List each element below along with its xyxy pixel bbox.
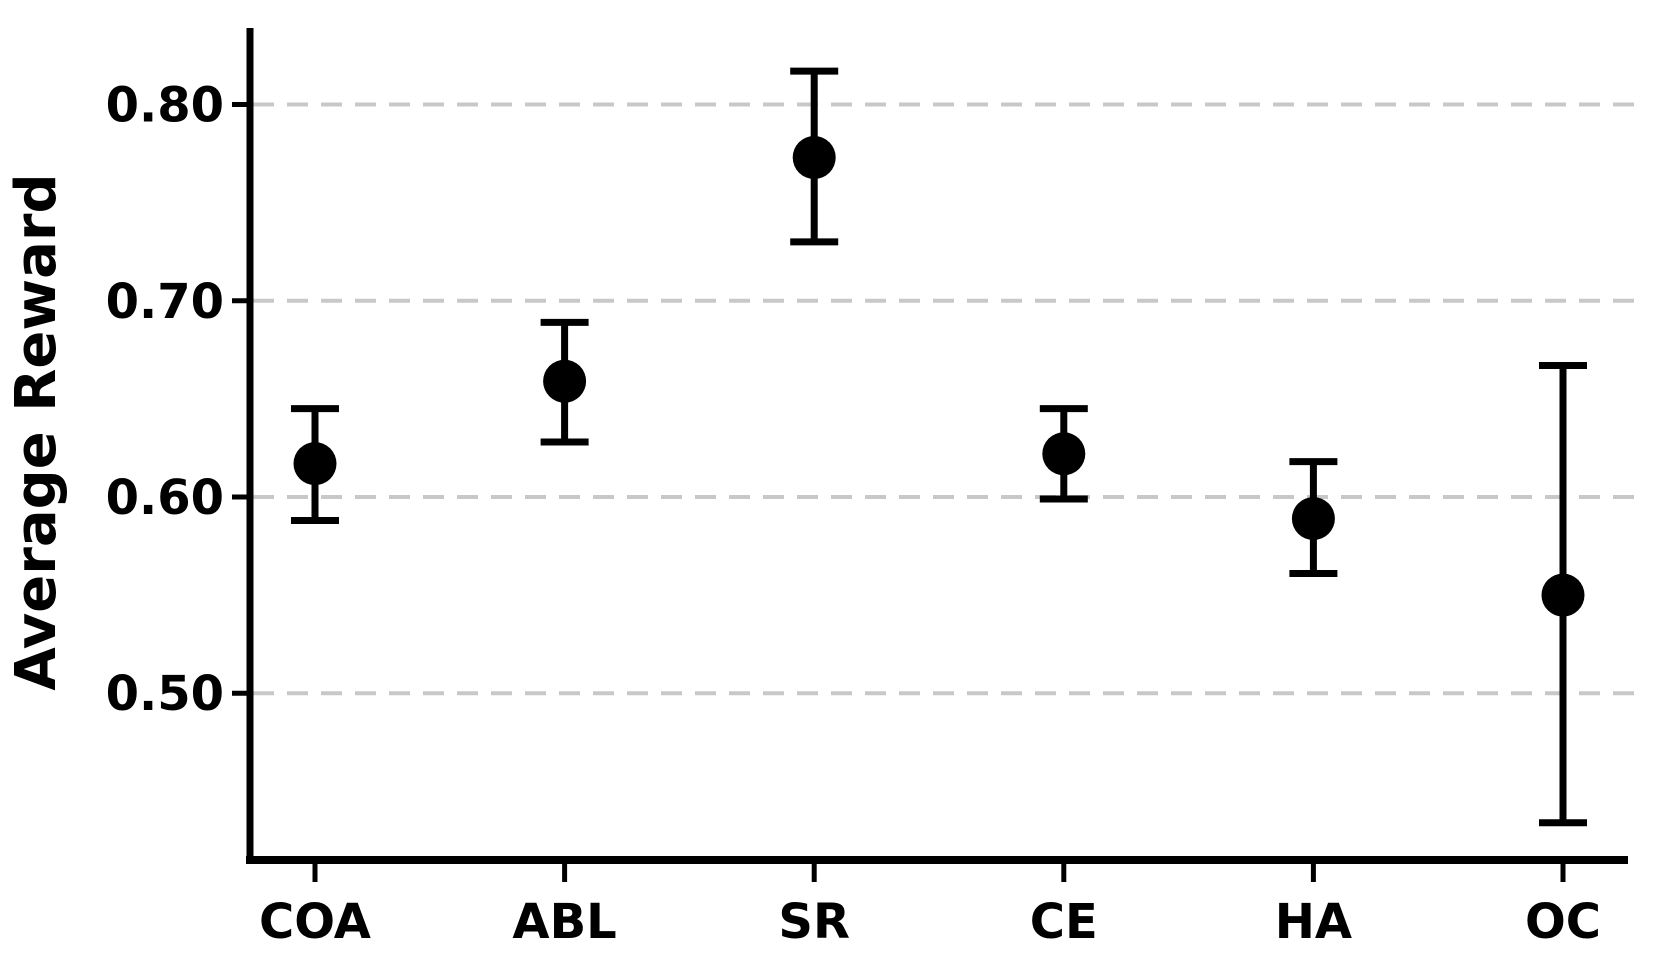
data-point-marker-SR	[792, 136, 836, 180]
y-axis-spine	[246, 28, 254, 864]
y-tick-label: 0.60	[106, 470, 224, 526]
data-point-marker-COA	[293, 442, 337, 486]
x-tick-label: SR	[778, 894, 850, 950]
y-axis-label: Average Reward	[4, 173, 69, 690]
data-point-marker-CE	[1042, 432, 1086, 476]
y-tick-label: 0.80	[106, 78, 224, 134]
x-tick-label: COA	[259, 894, 371, 950]
x-tick-label: CE	[1030, 894, 1098, 950]
y-tick-label: 0.70	[106, 274, 224, 330]
data-point-marker-ABL	[543, 359, 587, 403]
data-point-marker-OC	[1541, 573, 1585, 617]
x-tick-label: ABL	[512, 894, 616, 950]
axis-layer: 0.50 0.60 0.70 0.80 COA ABL SR CE HA OC	[106, 28, 1628, 950]
grid-layer	[253, 102, 1642, 696]
data-layer	[291, 67, 1587, 827]
x-tick-label: OC	[1525, 894, 1601, 950]
y-tick-label: 0.50	[106, 666, 224, 722]
x-tick-label: HA	[1275, 894, 1352, 950]
x-axis-spine	[246, 856, 1628, 864]
data-point-marker-HA	[1291, 497, 1335, 541]
